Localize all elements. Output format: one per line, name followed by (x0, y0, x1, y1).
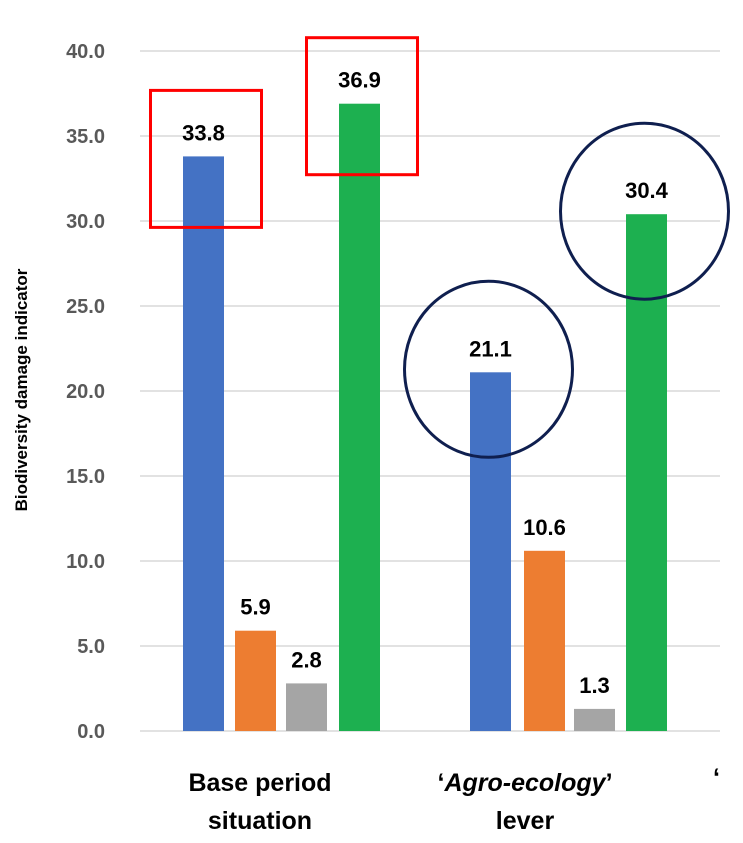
bar (235, 630, 276, 731)
highlight-marks (149, 36, 730, 459)
y-axis-label: Biodiversity damage indicator (12, 268, 31, 511)
y-tick-label: 0.0 (77, 721, 105, 743)
y-tick-label: 40.0 (66, 41, 105, 63)
category-label-base: Base period situation (140, 764, 380, 840)
highlight-circle (403, 279, 574, 459)
bar (339, 103, 380, 731)
category-label-agro: ‘Agro-ecology’ lever (400, 764, 650, 840)
highlight-box (305, 36, 419, 177)
bar (574, 708, 615, 731)
highlight-circle (559, 121, 730, 301)
data-label: 36.9 (338, 68, 381, 93)
data-label: 10.6 (523, 515, 566, 540)
y-tick-label: 35.0 (66, 126, 105, 148)
highlight-box (149, 88, 263, 229)
y-tick-label: 20.0 (66, 381, 105, 403)
bar (183, 156, 224, 731)
truncated-category-label: ‘ (713, 764, 720, 792)
data-label: 30.4 (625, 178, 669, 203)
data-label: 2.8 (291, 647, 322, 672)
y-tick-label: 5.0 (77, 636, 105, 658)
category-label-base-line2: situation (207, 807, 313, 835)
data-label: 5.9 (240, 595, 271, 620)
data-label: 1.3 (579, 673, 610, 698)
category-label-agro-line1: ‘Agro-ecology’ (437, 769, 613, 797)
bar (524, 550, 565, 731)
bars (183, 103, 667, 731)
data-labels: 33.8 21.1 5.9 10.6 2.8 1.3 36.9 30.4 (182, 68, 669, 698)
y-tick-labels: 0.0 5.0 10.0 15.0 20.0 25.0 30.0 35.0 40.0 (66, 41, 105, 743)
y-tick-label: 30.0 (66, 211, 105, 233)
data-label: 33.8 (182, 120, 225, 145)
y-tick-label: 15.0 (66, 466, 105, 488)
bar (286, 683, 327, 731)
bar (470, 372, 511, 731)
y-tick-label: 10.0 (66, 551, 105, 573)
category-label-agro-line2: lever (495, 807, 555, 835)
y-tick-label: 25.0 (66, 296, 105, 318)
bar (626, 214, 667, 731)
category-label-base-line1: Base period (188, 769, 332, 797)
data-label: 21.1 (469, 336, 512, 361)
